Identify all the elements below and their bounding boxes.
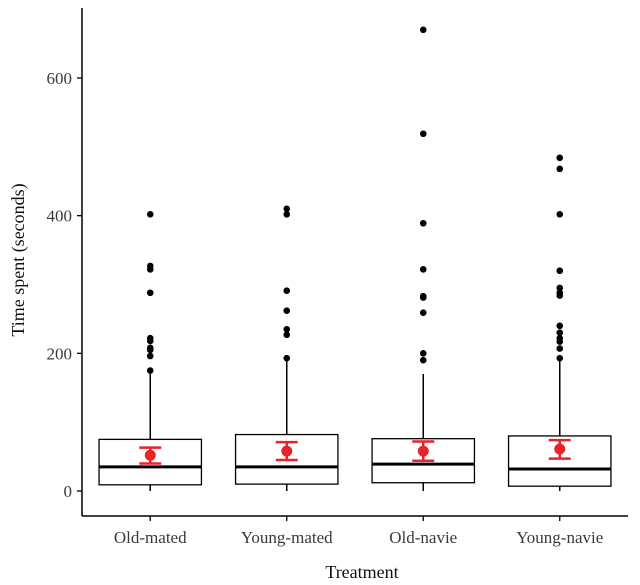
outlier-point-old-mated <box>146 352 154 360</box>
outlier-point-old-mated <box>146 266 154 273</box>
mean-point-young-navie <box>554 443 566 455</box>
outlier-point-young-navie <box>556 354 564 362</box>
x-tick-label-young-navie: Young-navie <box>516 528 603 547</box>
outlier-point-young-navie <box>556 267 564 275</box>
x-tick-label-old-navie: Old-navie <box>389 528 457 547</box>
outlier-point-old-navie <box>419 309 427 317</box>
outlier-point-old-navie <box>419 294 427 301</box>
x-tick-label-old-mated: Old-mated <box>114 528 187 547</box>
axes-layer <box>81 8 628 517</box>
outlier-point-young-mated <box>283 325 291 333</box>
outlier-point-young-navie <box>556 329 564 336</box>
y-tick-label-400: 400 <box>47 207 73 226</box>
x-tick-label-young-mated: Young-mated <box>241 528 333 547</box>
means-layer <box>139 438 571 465</box>
outlier-point-old-mated <box>146 210 154 218</box>
outlier-point-old-navie <box>419 130 427 138</box>
outlier-point-young-navie <box>556 284 564 292</box>
outlier-point-young-mated <box>283 205 291 213</box>
y-ticks: 0 200 400 600 <box>47 69 82 501</box>
x-ticks: Old-mated Young-mated Old-navie Young-navie <box>114 516 603 547</box>
outlier-point-young-mated <box>283 307 291 314</box>
outlier-point-young-navie <box>556 154 564 162</box>
outlier-point-old-mated <box>146 337 154 345</box>
outlier-point-young-navie <box>556 322 564 330</box>
y-tick-label-0: 0 <box>64 482 73 501</box>
outlier-point-young-navie <box>556 338 564 345</box>
outlier-point-young-mated <box>283 354 291 362</box>
outlier-point-old-mated <box>146 289 154 297</box>
outlier-point-young-mated <box>283 210 291 218</box>
outlier-point-young-navie <box>556 165 564 173</box>
mean-point-old-mated <box>144 449 156 461</box>
outlier-point-young-mated <box>283 287 291 294</box>
outlier-point-old-mated <box>146 367 154 374</box>
outliers-layer <box>146 26 564 374</box>
outlier-point-old-navie <box>419 350 427 357</box>
outlier-point-old-mated <box>146 346 154 354</box>
outlier-point-young-navie <box>556 345 564 352</box>
outlier-point-old-navie <box>419 26 427 34</box>
mean-point-old-navie <box>417 445 429 457</box>
outlier-point-old-navie <box>419 356 427 364</box>
y-tick-label-200: 200 <box>47 344 73 363</box>
y-tick-label-600: 600 <box>47 69 73 88</box>
outlier-point-old-navie <box>419 266 427 273</box>
x-axis-title: Treatment <box>325 562 398 582</box>
outlier-point-young-navie <box>556 292 564 299</box>
mean-point-young-mated <box>281 445 293 457</box>
boxes-layer <box>98 358 612 491</box>
outlier-point-young-mated <box>283 331 291 339</box>
y-axis-title: Time spent (seconds) <box>8 183 29 336</box>
outlier-point-young-navie <box>556 210 564 218</box>
outlier-point-old-navie <box>419 219 427 227</box>
